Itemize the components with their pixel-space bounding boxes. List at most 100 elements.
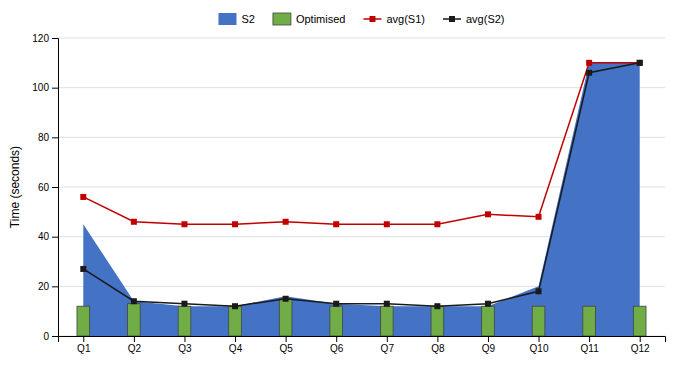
marker bbox=[586, 70, 592, 76]
legend: S2 Optimised avg(S1) avg(S2) bbox=[218, 13, 504, 25]
bar bbox=[229, 306, 242, 336]
line bbox=[83, 63, 639, 224]
line-series bbox=[80, 60, 642, 309]
tick-mark bbox=[286, 336, 287, 342]
legend-item: avg(S2) bbox=[443, 13, 505, 25]
marker bbox=[131, 219, 137, 225]
axis-line bbox=[52, 39, 59, 337]
marker bbox=[434, 303, 440, 309]
tick-mark bbox=[83, 336, 84, 342]
x-axis: Q1 Q2 Q3 Q4 Q5 Q6 Q7 Q8 Q9 Q10 Q11 Q12 bbox=[59, 336, 666, 354]
tick-mark bbox=[589, 336, 590, 342]
tick-mark bbox=[640, 336, 641, 342]
legend-label: avg(S1) bbox=[386, 13, 425, 25]
legend-label: S2 bbox=[241, 13, 254, 25]
line-series bbox=[80, 60, 642, 227]
bar bbox=[583, 306, 596, 336]
bar bbox=[128, 304, 141, 336]
marks bbox=[77, 60, 646, 336]
tick-mark bbox=[52, 237, 58, 238]
tick-mark bbox=[336, 336, 337, 342]
tick: Q11 bbox=[581, 336, 600, 354]
marker bbox=[485, 301, 491, 307]
tick: Q3 bbox=[178, 336, 192, 354]
tick-label: 80 bbox=[38, 132, 50, 143]
tick: 60 bbox=[38, 182, 58, 193]
marker bbox=[536, 288, 542, 294]
tick-mark bbox=[134, 336, 135, 342]
tick-mark bbox=[539, 336, 540, 342]
tick: Q8 bbox=[431, 336, 445, 354]
marker bbox=[637, 60, 643, 66]
y-axis: 0 20 40 60 80 100 120 bbox=[32, 33, 58, 342]
legend-label: avg(S2) bbox=[466, 13, 505, 25]
legend-item: Optimised bbox=[273, 13, 346, 25]
tick-mark bbox=[52, 88, 58, 89]
legend-swatch bbox=[218, 13, 236, 25]
tick: Q6 bbox=[330, 336, 344, 354]
tick-mark bbox=[52, 187, 58, 188]
bar bbox=[178, 306, 191, 336]
marker bbox=[536, 214, 542, 220]
tick-label: Q12 bbox=[631, 343, 650, 354]
tick: Q1 bbox=[77, 336, 91, 354]
tick-label: Q10 bbox=[530, 343, 549, 354]
tick: 100 bbox=[32, 82, 58, 93]
tick: 40 bbox=[38, 231, 58, 242]
marker bbox=[181, 221, 187, 227]
tick-mark bbox=[387, 336, 388, 342]
legend-item: avg(S1) bbox=[363, 13, 425, 25]
marker bbox=[80, 194, 86, 200]
tick-mark bbox=[52, 137, 58, 138]
tick-label: Q1 bbox=[77, 343, 91, 354]
bar bbox=[431, 306, 444, 336]
tick-label: Q4 bbox=[229, 343, 243, 354]
tick-label: 40 bbox=[38, 231, 50, 242]
area bbox=[83, 63, 639, 336]
marker bbox=[434, 221, 440, 227]
tick: Q7 bbox=[381, 336, 395, 354]
grid bbox=[58, 38, 665, 336]
tick-label: 120 bbox=[32, 33, 49, 44]
marker bbox=[131, 298, 137, 304]
legend-swatch bbox=[273, 13, 291, 25]
tick-mark bbox=[52, 38, 58, 39]
marker bbox=[637, 60, 643, 66]
bar bbox=[633, 306, 646, 336]
tick: Q5 bbox=[279, 336, 293, 354]
tick: 20 bbox=[38, 281, 58, 292]
tick-label: 100 bbox=[32, 82, 49, 93]
tick: Q2 bbox=[128, 336, 142, 354]
tick: Q4 bbox=[229, 336, 243, 354]
tick-label: 20 bbox=[38, 281, 50, 292]
tick-label: 0 bbox=[43, 331, 49, 342]
tick-mark bbox=[184, 336, 185, 342]
legend-marker bbox=[369, 16, 375, 22]
chart: 020406080100120Q1Q2Q3Q4Q5Q6Q7Q8Q9Q10Q11Q… bbox=[0, 0, 681, 366]
plot: 020406080100120Q1Q2Q3Q4Q5Q6Q7Q8Q9Q10Q11Q… bbox=[32, 33, 665, 354]
tick: 0 bbox=[43, 331, 58, 342]
line bbox=[83, 63, 639, 306]
tick: 80 bbox=[38, 132, 58, 143]
bar bbox=[279, 299, 292, 336]
legend-marker bbox=[449, 16, 455, 22]
marker bbox=[384, 301, 390, 307]
marker bbox=[586, 60, 592, 66]
bar bbox=[330, 306, 343, 336]
marker bbox=[333, 301, 339, 307]
tick-mark bbox=[488, 336, 489, 342]
tick: Q10 bbox=[530, 336, 549, 354]
tick-label: Q9 bbox=[482, 343, 496, 354]
tick-label: Q3 bbox=[178, 343, 192, 354]
tick-label: 60 bbox=[38, 182, 50, 193]
marker bbox=[333, 221, 339, 227]
marker bbox=[181, 301, 187, 307]
tick: 120 bbox=[32, 33, 58, 44]
tick-mark bbox=[437, 336, 438, 342]
bar bbox=[77, 306, 90, 336]
marker bbox=[485, 211, 491, 217]
marker bbox=[283, 219, 289, 225]
tick-label: Q7 bbox=[381, 343, 395, 354]
bar bbox=[482, 306, 495, 336]
grid-line bbox=[58, 87, 665, 88]
